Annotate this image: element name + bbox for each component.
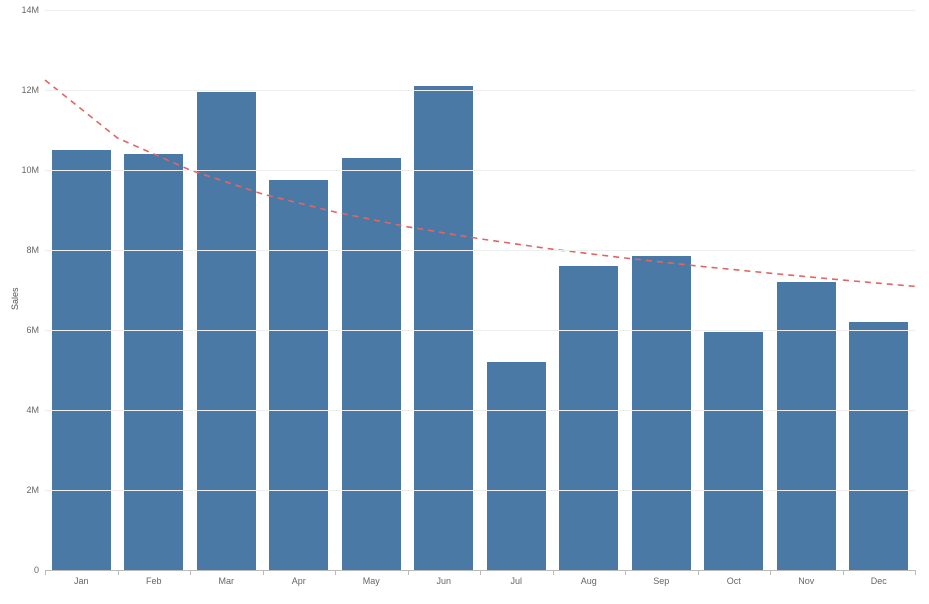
y-axis-title: Sales	[10, 287, 20, 310]
x-tick-label: Jul	[510, 570, 522, 586]
x-tick-mark	[408, 570, 409, 575]
y-tick-label: 10M	[21, 165, 45, 175]
x-tick-mark	[770, 570, 771, 575]
x-tick-label: Aug	[581, 570, 597, 586]
x-tick-mark	[915, 570, 916, 575]
plot-area: 02M4M6M8M10M12M14MJanFebMarAprMayJunJulA…	[45, 10, 915, 571]
x-tick-mark	[190, 570, 191, 575]
x-tick-label: Oct	[727, 570, 741, 586]
x-tick-mark	[553, 570, 554, 575]
gridline	[45, 410, 915, 411]
x-tick-label: Mar	[219, 570, 235, 586]
y-tick-label: 6M	[26, 325, 45, 335]
x-tick-mark	[118, 570, 119, 575]
gridline	[45, 10, 915, 11]
trendline	[45, 10, 915, 570]
x-tick-label: May	[363, 570, 380, 586]
x-tick-label: Sep	[653, 570, 669, 586]
x-tick-label: Feb	[146, 570, 162, 586]
y-tick-label: 4M	[26, 405, 45, 415]
x-tick-mark	[45, 570, 46, 575]
x-tick-label: Nov	[798, 570, 814, 586]
x-tick-mark	[480, 570, 481, 575]
gridline	[45, 170, 915, 171]
x-tick-mark	[335, 570, 336, 575]
gridline	[45, 90, 915, 91]
gridline	[45, 490, 915, 491]
y-tick-label: 0	[34, 565, 45, 575]
y-tick-label: 2M	[26, 485, 45, 495]
x-tick-mark	[625, 570, 626, 575]
y-tick-label: 8M	[26, 245, 45, 255]
sales-bar-chart: Sales 02M4M6M8M10M12M14MJanFebMarAprMayJ…	[0, 0, 929, 604]
y-tick-label: 12M	[21, 85, 45, 95]
trendline-path	[45, 80, 915, 286]
x-tick-label: Dec	[871, 570, 887, 586]
gridline	[45, 250, 915, 251]
x-tick-label: Jan	[74, 570, 89, 586]
x-tick-label: Jun	[436, 570, 451, 586]
x-tick-mark	[698, 570, 699, 575]
x-tick-label: Apr	[292, 570, 306, 586]
x-tick-mark	[843, 570, 844, 575]
x-tick-mark	[263, 570, 264, 575]
y-tick-label: 14M	[21, 5, 45, 15]
gridline	[45, 330, 915, 331]
